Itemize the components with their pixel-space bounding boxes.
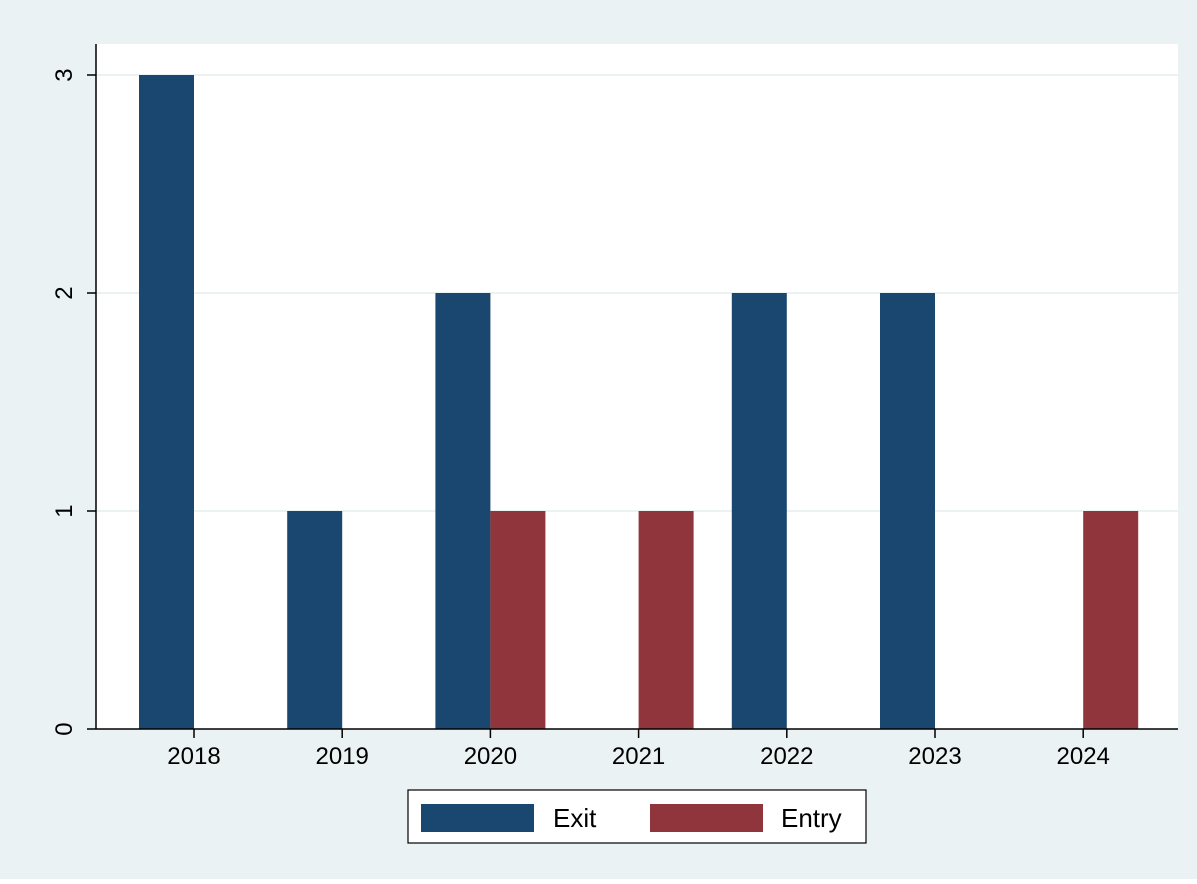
x-axis-ticks: 2018 2019 2020 2021 2022 2023 2024 — [167, 729, 1110, 770]
legend-swatch-exit — [421, 804, 534, 832]
x-tick-label: 2020 — [464, 743, 517, 770]
x-tick-label: 2024 — [1057, 743, 1110, 770]
bar-exit-2019 — [287, 511, 343, 729]
x-tick-label: 2018 — [167, 743, 220, 770]
gridlines — [96, 74, 1178, 512]
legend-label-exit: Exit — [553, 803, 597, 833]
y-tick-label: 3 — [51, 68, 78, 81]
bar-exit-2020 — [435, 293, 491, 729]
y-tick-label: 1 — [51, 504, 78, 517]
y-axis-ticks: 0 1 2 3 — [51, 68, 96, 736]
bar-exit-2023 — [880, 293, 935, 729]
plot-area — [96, 44, 1178, 729]
x-tick-label: 2021 — [612, 743, 665, 770]
y-tick-label: 0 — [51, 722, 78, 735]
bar-entry-2024 — [1083, 511, 1139, 729]
axes — [95, 44, 1178, 730]
legend-swatch-entry — [650, 804, 763, 832]
legend: Exit Entry — [407, 789, 867, 844]
bar-entry-2021 — [638, 511, 694, 729]
x-tick-label: 2023 — [908, 743, 961, 770]
x-tick-label: 2022 — [760, 743, 813, 770]
bar-entry-2020 — [490, 511, 546, 729]
bar-exit-2018 — [139, 75, 194, 729]
bars — [139, 75, 1139, 729]
y-tick-label: 2 — [51, 286, 78, 299]
legend-label-entry: Entry — [781, 803, 842, 833]
bar-exit-2022 — [731, 293, 787, 729]
x-tick-label: 2019 — [316, 743, 369, 770]
